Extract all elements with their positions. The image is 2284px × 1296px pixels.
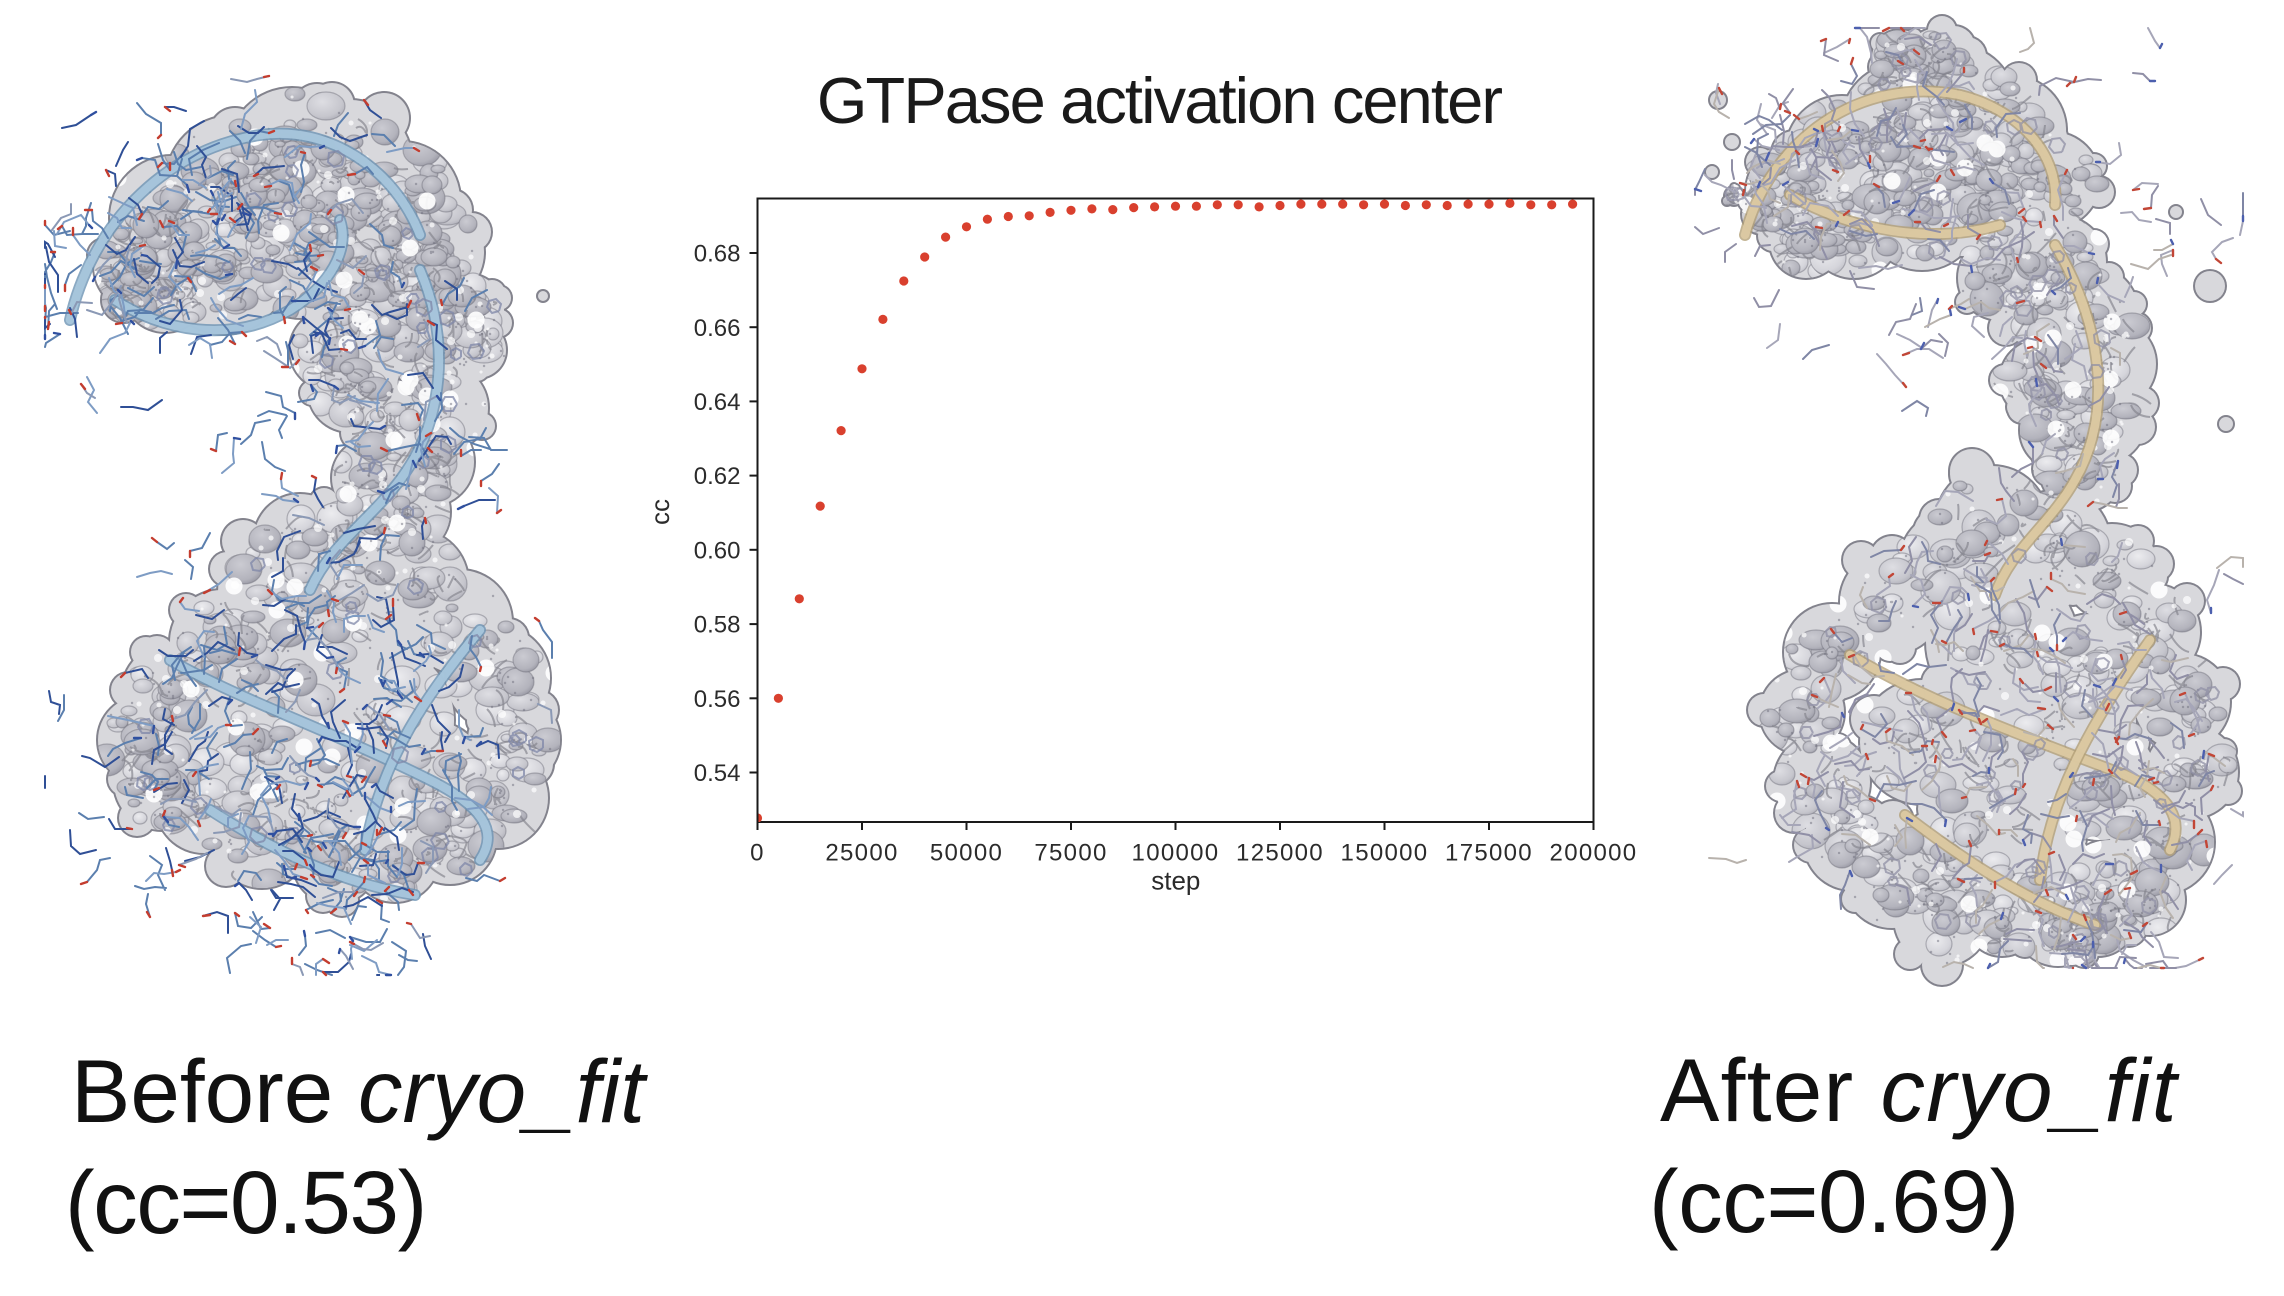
svg-text:125000: 125000 bbox=[1236, 840, 1324, 867]
svg-text:step: step bbox=[1151, 865, 1200, 895]
svg-text:0.62: 0.62 bbox=[694, 463, 741, 490]
svg-text:200000: 200000 bbox=[1550, 840, 1638, 867]
svg-text:0.56: 0.56 bbox=[694, 686, 741, 713]
svg-text:25000: 25000 bbox=[825, 840, 898, 867]
svg-text:0: 0 bbox=[750, 840, 765, 867]
svg-text:50000: 50000 bbox=[930, 840, 1003, 867]
svg-text:cc: cc bbox=[645, 499, 675, 525]
svg-text:0.64: 0.64 bbox=[694, 389, 741, 416]
svg-text:0.54: 0.54 bbox=[694, 760, 741, 787]
svg-text:75000: 75000 bbox=[1034, 840, 1107, 867]
svg-text:0.66: 0.66 bbox=[694, 315, 741, 342]
svg-text:0.68: 0.68 bbox=[694, 241, 741, 268]
svg-text:150000: 150000 bbox=[1341, 840, 1429, 867]
svg-text:0.58: 0.58 bbox=[694, 612, 741, 639]
svg-text:100000: 100000 bbox=[1132, 840, 1220, 867]
svg-text:0.60: 0.60 bbox=[694, 537, 741, 564]
svg-text:175000: 175000 bbox=[1445, 840, 1533, 867]
